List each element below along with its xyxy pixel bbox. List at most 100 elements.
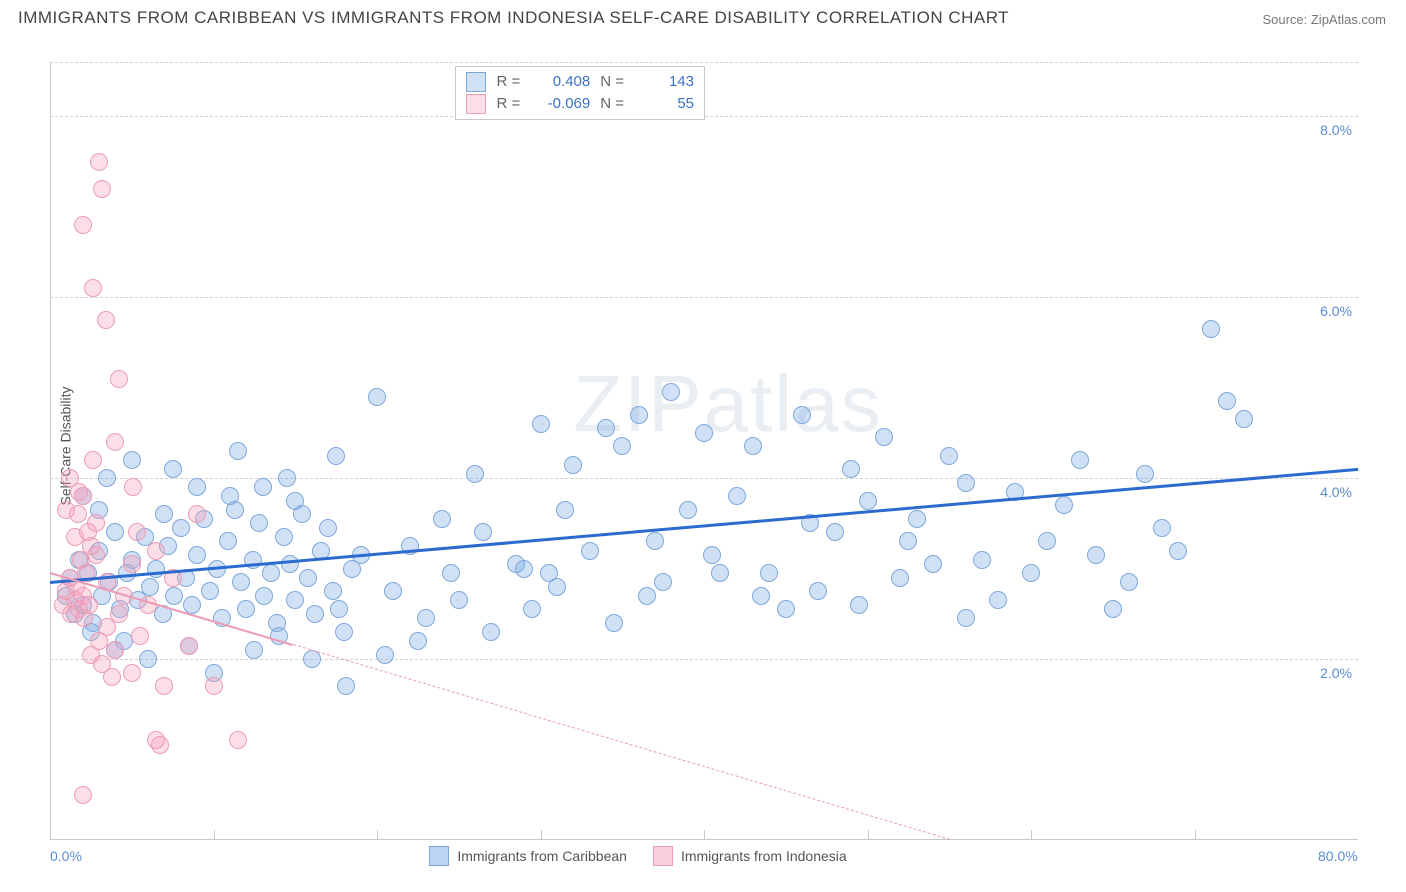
stat-r-label: R = xyxy=(496,71,520,93)
scatter-point xyxy=(103,668,121,686)
legend-swatch xyxy=(466,94,486,114)
scatter-point xyxy=(201,582,219,600)
scatter-plot: 2.0%4.0%6.0%8.0%ZIPatlasR =0.408N =143R … xyxy=(50,62,1358,840)
scatter-point xyxy=(188,546,206,564)
scatter-point xyxy=(891,569,909,587)
scatter-point xyxy=(74,786,92,804)
scatter-point xyxy=(139,650,157,668)
y-tick-label: 2.0% xyxy=(1320,665,1352,681)
scatter-point xyxy=(466,465,484,483)
scatter-point xyxy=(711,564,729,582)
scatter-point xyxy=(1202,320,1220,338)
scatter-point xyxy=(384,582,402,600)
stat-n-value: 55 xyxy=(634,93,694,115)
scatter-point xyxy=(752,587,770,605)
y-tick-label: 6.0% xyxy=(1320,303,1352,319)
scatter-point xyxy=(164,460,182,478)
gridline-h xyxy=(50,659,1358,660)
scatter-point xyxy=(957,474,975,492)
scatter-point xyxy=(93,180,111,198)
stat-r-value: 0.408 xyxy=(530,71,590,93)
scatter-point xyxy=(286,591,304,609)
stats-row: R = 0.408 N = 143 xyxy=(466,71,694,93)
scatter-point xyxy=(141,578,159,596)
scatter-point xyxy=(254,478,272,496)
scatter-point xyxy=(703,546,721,564)
scatter-point xyxy=(826,523,844,541)
scatter-point xyxy=(940,447,958,465)
legend-label: Immigrants from Indonesia xyxy=(681,848,847,864)
scatter-point xyxy=(646,532,664,550)
scatter-point xyxy=(188,478,206,496)
scatter-point xyxy=(417,609,435,627)
scatter-point xyxy=(128,523,146,541)
stats-row: R = -0.069 N = 55 xyxy=(466,93,694,115)
scatter-point xyxy=(368,388,386,406)
scatter-point xyxy=(376,646,394,664)
page-title: IMMIGRANTS FROM CARIBBEAN VS IMMIGRANTS … xyxy=(18,8,1009,28)
scatter-point xyxy=(1218,392,1236,410)
scatter-point xyxy=(850,596,868,614)
scatter-point xyxy=(433,510,451,528)
scatter-point xyxy=(255,587,273,605)
scatter-point xyxy=(1104,600,1122,618)
scatter-point xyxy=(229,442,247,460)
scatter-point xyxy=(172,519,190,537)
scatter-point xyxy=(793,406,811,424)
legend-label: Immigrants from Caribbean xyxy=(457,848,627,864)
scatter-point xyxy=(409,632,427,650)
scatter-point xyxy=(237,600,255,618)
scatter-point xyxy=(613,437,631,455)
stat-r-value: -0.069 xyxy=(530,93,590,115)
scatter-point xyxy=(299,569,317,587)
scatter-point xyxy=(123,555,141,573)
scatter-point xyxy=(337,677,355,695)
scatter-point xyxy=(842,460,860,478)
source-link[interactable]: ZipAtlas.com xyxy=(1311,12,1386,27)
scatter-point xyxy=(278,469,296,487)
scatter-point xyxy=(221,487,239,505)
scatter-point xyxy=(581,542,599,560)
scatter-point xyxy=(180,637,198,655)
scatter-point xyxy=(97,311,115,329)
scatter-point xyxy=(1071,451,1089,469)
scatter-point xyxy=(124,478,142,496)
scatter-point xyxy=(482,623,500,641)
scatter-point xyxy=(165,587,183,605)
scatter-point xyxy=(989,591,1007,609)
source-label: Source: xyxy=(1262,12,1310,27)
scatter-point xyxy=(219,532,237,550)
scatter-point xyxy=(123,664,141,682)
scatter-point xyxy=(80,596,98,614)
scatter-point xyxy=(188,505,206,523)
scatter-point xyxy=(90,153,108,171)
scatter-point xyxy=(1235,410,1253,428)
scatter-point xyxy=(1055,496,1073,514)
stat-r-label: R = xyxy=(496,93,520,115)
scatter-point xyxy=(286,492,304,510)
legend-swatch xyxy=(429,846,449,866)
scatter-point xyxy=(110,370,128,388)
scatter-point xyxy=(70,483,88,501)
scatter-point xyxy=(605,614,623,632)
y-axis xyxy=(50,62,51,840)
scatter-point xyxy=(155,505,173,523)
scatter-point xyxy=(131,627,149,645)
scatter-point xyxy=(245,641,263,659)
scatter-point xyxy=(728,487,746,505)
scatter-point xyxy=(155,677,173,695)
legend-item: Immigrants from Indonesia xyxy=(653,846,847,866)
stat-n-label: N = xyxy=(600,71,624,93)
scatter-point xyxy=(330,600,348,618)
scatter-point xyxy=(87,546,105,564)
stat-n-value: 143 xyxy=(634,71,694,93)
scatter-point xyxy=(760,564,778,582)
scatter-point xyxy=(809,582,827,600)
scatter-point xyxy=(151,736,169,754)
scatter-point xyxy=(1087,546,1105,564)
x-tick-label: 0.0% xyxy=(50,848,82,864)
trend-line xyxy=(292,644,949,841)
stat-n-label: N = xyxy=(600,93,624,115)
scatter-point xyxy=(324,582,342,600)
scatter-point xyxy=(110,605,128,623)
